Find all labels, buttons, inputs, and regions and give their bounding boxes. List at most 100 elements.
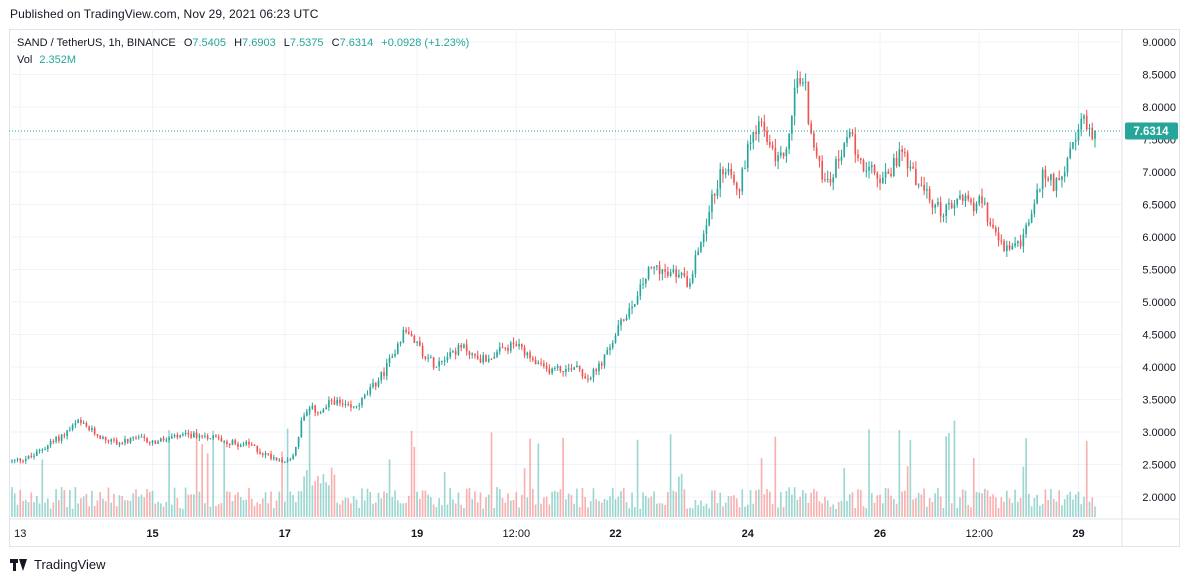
candle[interactable]: [912, 162, 914, 169]
candle[interactable]: [77, 418, 79, 424]
candle[interactable]: [978, 194, 981, 207]
candle[interactable]: [920, 176, 923, 187]
candle[interactable]: [532, 355, 534, 362]
candle[interactable]: [173, 433, 176, 439]
candle[interactable]: [446, 352, 449, 363]
candle[interactable]: [468, 350, 471, 360]
candle[interactable]: [424, 356, 427, 361]
candle[interactable]: [385, 358, 388, 381]
candle[interactable]: [876, 171, 879, 188]
candle[interactable]: [672, 264, 675, 274]
candle[interactable]: [1050, 173, 1052, 186]
candle[interactable]: [835, 156, 837, 179]
candle[interactable]: [788, 132, 790, 154]
candle[interactable]: [328, 396, 330, 411]
candle[interactable]: [372, 378, 374, 389]
candle[interactable]: [347, 401, 350, 407]
candle[interactable]: [507, 344, 509, 355]
candle[interactable]: [821, 155, 824, 183]
candle[interactable]: [746, 140, 749, 172]
candle[interactable]: [611, 340, 614, 350]
candle[interactable]: [355, 405, 358, 409]
candle[interactable]: [1083, 113, 1085, 125]
candle[interactable]: [394, 349, 396, 358]
candle[interactable]: [865, 161, 868, 178]
candle[interactable]: [600, 361, 603, 370]
candle[interactable]: [487, 354, 490, 363]
candle[interactable]: [534, 356, 537, 365]
candle[interactable]: [476, 350, 479, 361]
candle[interactable]: [275, 457, 278, 462]
candle[interactable]: [49, 438, 52, 448]
candle[interactable]: [791, 115, 793, 141]
candle[interactable]: [851, 128, 854, 137]
candle[interactable]: [570, 363, 573, 372]
candle[interactable]: [636, 291, 639, 305]
candle[interactable]: [780, 145, 782, 159]
candle[interactable]: [1022, 228, 1025, 253]
candle[interactable]: [490, 358, 493, 361]
candle[interactable]: [1074, 132, 1077, 151]
candle[interactable]: [234, 438, 237, 446]
candle[interactable]: [584, 373, 587, 379]
candle[interactable]: [295, 446, 297, 457]
candle[interactable]: [678, 269, 680, 279]
candle[interactable]: [545, 362, 548, 372]
legend-volume[interactable]: Vol 2.352M: [17, 54, 76, 66]
candle[interactable]: [824, 172, 826, 183]
candle[interactable]: [848, 128, 851, 139]
candle[interactable]: [289, 457, 292, 462]
candle[interactable]: [1094, 130, 1096, 148]
candle[interactable]: [261, 452, 264, 458]
candle[interactable]: [82, 420, 85, 425]
candle[interactable]: [934, 203, 936, 214]
candle[interactable]: [870, 161, 873, 174]
candle[interactable]: [818, 155, 821, 168]
candle[interactable]: [961, 193, 964, 206]
candle[interactable]: [551, 367, 553, 376]
candle[interactable]: [719, 162, 722, 198]
candle[interactable]: [209, 437, 212, 440]
candle[interactable]: [509, 340, 512, 354]
candle[interactable]: [256, 445, 259, 455]
candle[interactable]: [452, 349, 454, 353]
candle[interactable]: [915, 161, 917, 186]
candle[interactable]: [146, 437, 148, 444]
candle[interactable]: [609, 344, 611, 356]
candle[interactable]: [724, 168, 727, 179]
candle[interactable]: [13, 459, 16, 464]
candle[interactable]: [730, 163, 733, 179]
candle[interactable]: [1030, 209, 1033, 224]
candle[interactable]: [1041, 167, 1044, 198]
candle[interactable]: [322, 407, 325, 413]
candle[interactable]: [1039, 188, 1041, 193]
candle[interactable]: [722, 166, 724, 183]
candle[interactable]: [121, 441, 124, 445]
candle[interactable]: [460, 343, 463, 352]
candle[interactable]: [93, 426, 96, 436]
candle[interactable]: [350, 400, 352, 412]
candle[interactable]: [782, 152, 785, 160]
candle[interactable]: [66, 430, 68, 440]
candle[interactable]: [336, 396, 339, 407]
candle[interactable]: [813, 130, 815, 151]
candle[interactable]: [457, 342, 460, 357]
candle[interactable]: [449, 347, 451, 360]
candle[interactable]: [1066, 156, 1069, 177]
candle[interactable]: [653, 266, 655, 275]
candle[interactable]: [19, 458, 22, 464]
candle[interactable]: [785, 146, 788, 163]
candle[interactable]: [187, 429, 190, 438]
candle[interactable]: [887, 168, 890, 174]
candle[interactable]: [664, 263, 666, 279]
candle[interactable]: [1036, 183, 1038, 205]
candle[interactable]: [581, 368, 584, 380]
candle[interactable]: [631, 300, 633, 315]
candle[interactable]: [642, 277, 644, 289]
candle[interactable]: [644, 278, 647, 288]
candle[interactable]: [140, 433, 143, 438]
candle[interactable]: [223, 439, 226, 444]
candle[interactable]: [680, 271, 683, 279]
candle[interactable]: [622, 318, 625, 322]
candle[interactable]: [1077, 124, 1080, 146]
